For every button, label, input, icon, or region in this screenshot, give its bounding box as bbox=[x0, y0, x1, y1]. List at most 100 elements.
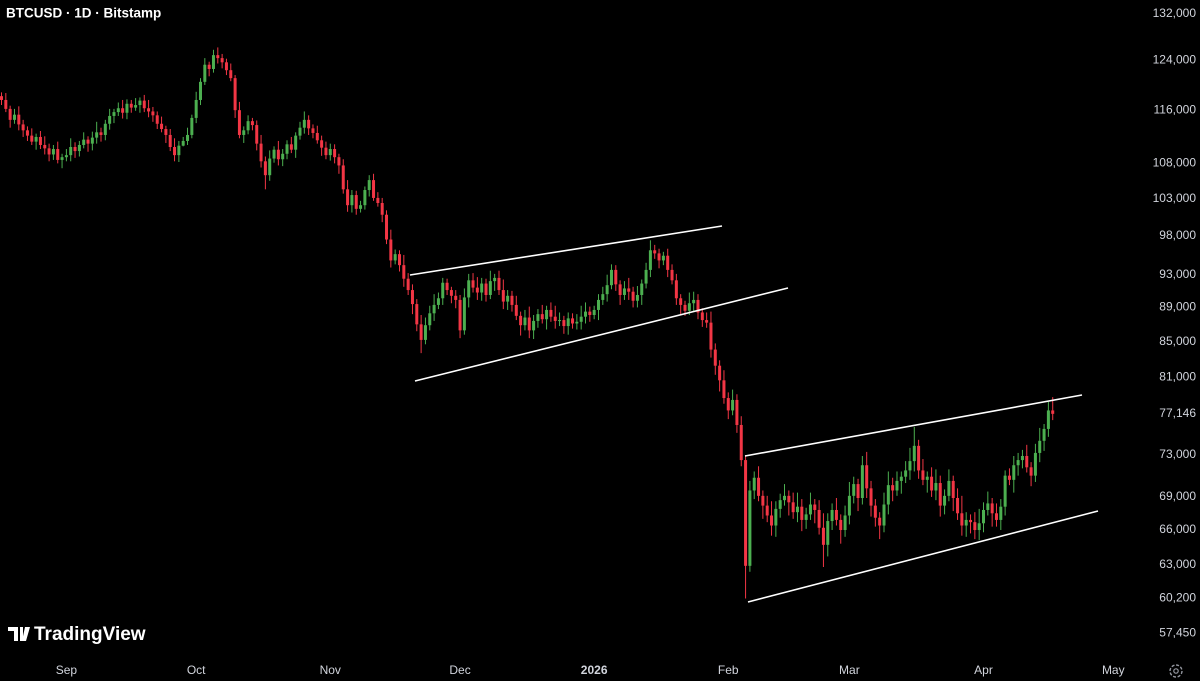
candle-body bbox=[739, 424, 743, 461]
candle-body bbox=[423, 325, 427, 340]
x-tick-label: Sep bbox=[56, 663, 78, 677]
y-tick-label: 81,000 bbox=[1159, 370, 1196, 384]
candle-body bbox=[480, 283, 484, 293]
candle-body bbox=[302, 119, 306, 128]
candle-body bbox=[372, 180, 376, 198]
candle-body bbox=[501, 290, 505, 302]
candle-body bbox=[722, 380, 726, 399]
gear[interactable] bbox=[1169, 664, 1183, 678]
candle-body bbox=[43, 144, 47, 149]
candle-body bbox=[562, 320, 566, 327]
candle-body bbox=[367, 180, 371, 191]
candle-body bbox=[787, 495, 791, 503]
candle-body bbox=[609, 269, 613, 286]
candle-body bbox=[419, 324, 423, 340]
candle-body bbox=[350, 195, 354, 206]
y-tick-label: 66,000 bbox=[1159, 522, 1196, 536]
trend-line bbox=[409, 225, 723, 276]
candle-body bbox=[1038, 440, 1042, 453]
candle-body bbox=[298, 127, 302, 136]
candle-body bbox=[943, 495, 947, 506]
candle-body bbox=[964, 519, 968, 526]
candle-body bbox=[173, 147, 177, 156]
candle-body bbox=[687, 303, 691, 311]
candle-body bbox=[1007, 475, 1011, 480]
candle-body bbox=[532, 320, 536, 331]
x-tick-label: Feb bbox=[718, 663, 739, 677]
candle-body bbox=[449, 290, 453, 296]
candle-body bbox=[1003, 475, 1007, 507]
candle-body bbox=[276, 149, 280, 160]
candle-body bbox=[77, 144, 81, 152]
candle-body bbox=[207, 64, 211, 69]
candle-body bbox=[830, 509, 834, 522]
candle-body bbox=[770, 515, 774, 526]
candle-body bbox=[134, 105, 138, 108]
candle-body bbox=[709, 322, 713, 350]
candle-body bbox=[726, 398, 730, 411]
candle-body bbox=[86, 139, 90, 144]
y-tick-label: 98,000 bbox=[1159, 228, 1196, 242]
trend-line bbox=[747, 510, 1099, 603]
candle-body bbox=[324, 147, 328, 156]
x-tick-label: Nov bbox=[320, 663, 341, 677]
candle-body bbox=[994, 513, 998, 520]
candle-body bbox=[670, 269, 674, 281]
candle-body bbox=[510, 295, 514, 305]
y-tick-label: 132,000 bbox=[1153, 6, 1197, 20]
candle-body bbox=[575, 321, 579, 324]
candle-body bbox=[549, 309, 553, 317]
candle-body bbox=[475, 287, 479, 293]
candle-body bbox=[614, 269, 618, 285]
candle-body bbox=[211, 55, 215, 69]
candle-body bbox=[635, 294, 639, 301]
candle-body bbox=[558, 320, 562, 322]
candle-body bbox=[584, 311, 588, 317]
candle-body bbox=[947, 480, 951, 496]
candle-body bbox=[315, 132, 319, 141]
candle-body bbox=[705, 320, 709, 323]
trend-line bbox=[744, 394, 1083, 457]
candle-body bbox=[847, 495, 851, 516]
candle-body bbox=[4, 99, 8, 109]
candle-body bbox=[64, 155, 68, 158]
candle-body bbox=[527, 317, 531, 331]
candle-body bbox=[506, 295, 510, 302]
candle-body bbox=[320, 140, 324, 148]
candle-body bbox=[713, 349, 717, 366]
gear-center[interactable] bbox=[1173, 668, 1179, 674]
candle-body bbox=[519, 315, 523, 326]
candle-body bbox=[795, 506, 799, 513]
candle-body bbox=[718, 365, 722, 381]
candle-body bbox=[631, 291, 635, 301]
candle-body bbox=[566, 318, 570, 327]
y-tick-label: 93,000 bbox=[1159, 267, 1196, 281]
candle-body bbox=[311, 128, 315, 133]
candle-body bbox=[904, 470, 908, 477]
candle-body bbox=[821, 527, 825, 545]
candle-body bbox=[164, 129, 168, 135]
candle-body bbox=[843, 515, 847, 531]
candle-body bbox=[21, 124, 25, 131]
watermark-logo: TradingView bbox=[8, 624, 146, 645]
y-tick-label: 116,000 bbox=[1154, 102, 1197, 116]
candle-body bbox=[129, 103, 133, 108]
candle-body bbox=[873, 505, 877, 518]
candle-body bbox=[514, 304, 518, 316]
candle-body bbox=[800, 506, 804, 520]
candle-body bbox=[661, 255, 665, 261]
candle-body bbox=[852, 484, 856, 496]
candle-body bbox=[224, 62, 228, 71]
candle-body bbox=[177, 145, 181, 156]
candle-body bbox=[579, 316, 583, 322]
candle-body bbox=[38, 136, 42, 145]
candle-body bbox=[17, 114, 21, 125]
settings-icon[interactable] bbox=[1169, 664, 1183, 678]
candle-body bbox=[203, 64, 207, 82]
y-tick-label: 108,000 bbox=[1153, 156, 1197, 170]
candle-body bbox=[765, 505, 769, 516]
candle-body bbox=[917, 445, 921, 471]
candle-body bbox=[886, 485, 890, 505]
candle-body bbox=[640, 283, 644, 295]
candle-body bbox=[181, 140, 185, 146]
